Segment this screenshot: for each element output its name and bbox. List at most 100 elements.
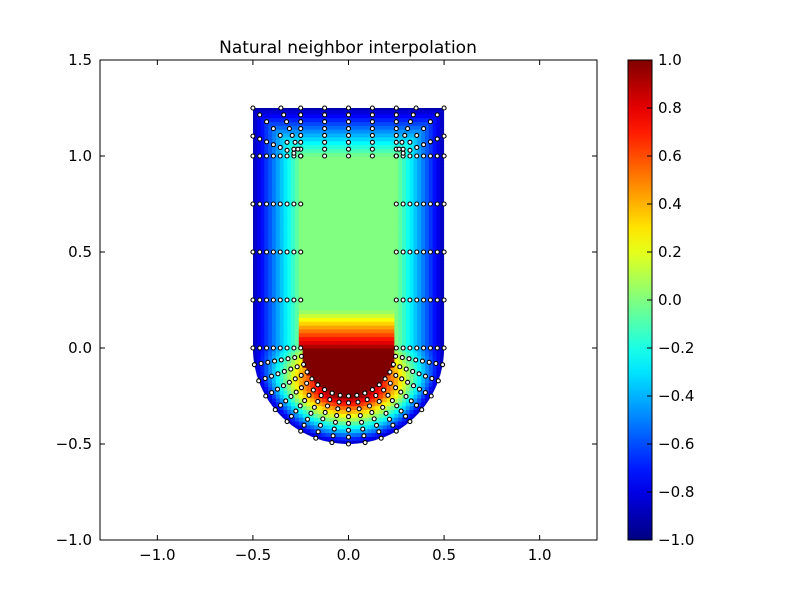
field-cell (390, 205, 395, 211)
field-cell (371, 294, 376, 299)
field-cell (287, 359, 292, 364)
field-cell (352, 182, 357, 188)
field-cell (382, 298, 388, 303)
sample-point (387, 369, 393, 375)
field-cell (256, 332, 262, 338)
field-cell (283, 332, 288, 338)
field-cell (359, 267, 365, 272)
field-cell (367, 244, 373, 249)
field-cell (298, 190, 304, 195)
field-cell (310, 313, 315, 318)
field-cell (333, 117, 338, 123)
field-cell (379, 129, 384, 134)
field-cell (260, 286, 265, 291)
field-cell (394, 305, 399, 311)
field-cell (440, 305, 445, 311)
colorbar-tick-label: −0.8 (658, 483, 694, 501)
field-cell (325, 263, 330, 268)
field-cell (428, 420, 434, 426)
field-cell (367, 267, 373, 272)
field-cell (337, 428, 342, 434)
field-cell (363, 386, 369, 391)
field-cell (310, 324, 315, 330)
field-cell (329, 194, 334, 199)
field-cell (291, 428, 296, 434)
field-cell (306, 255, 311, 261)
field-cell (314, 163, 319, 169)
field-cell (432, 432, 438, 437)
field-cell (325, 359, 330, 364)
field-cell (348, 348, 353, 353)
field-cell (344, 321, 350, 326)
field-cell (424, 209, 430, 215)
field-cell (440, 236, 445, 242)
field-cell (306, 409, 311, 414)
field-cell (337, 209, 342, 215)
field-cell (367, 225, 373, 230)
field-cell (390, 217, 395, 222)
field-cell (359, 109, 365, 115)
field-cell (432, 252, 438, 257)
field-cell (272, 236, 277, 242)
field-cell (367, 156, 373, 161)
field-cell (359, 159, 365, 165)
field-cell (394, 378, 399, 384)
field-cell (283, 240, 288, 245)
field-cell (306, 405, 311, 411)
sample-point (376, 429, 382, 435)
field-cell (329, 294, 334, 299)
field-cell (413, 428, 418, 434)
field-cell (340, 163, 346, 169)
field-cell (359, 344, 365, 349)
field-cell (310, 351, 315, 357)
sample-point (426, 359, 432, 365)
field-cell (329, 290, 334, 295)
field-cell (432, 382, 438, 387)
field-cell (421, 309, 426, 315)
field-cell (356, 198, 361, 203)
field-cell (298, 209, 304, 215)
field-cell (348, 271, 353, 276)
field-cell (268, 179, 273, 184)
field-cell (260, 255, 265, 261)
field-cell (436, 163, 441, 169)
field-cell (417, 290, 422, 295)
field-cell (252, 401, 258, 407)
field-cell (421, 228, 426, 234)
field-cell (352, 252, 357, 257)
field-cell (325, 317, 330, 322)
field-cell (268, 386, 273, 391)
field-cell (256, 367, 262, 372)
field-cell (272, 436, 277, 441)
field-cell (272, 374, 277, 380)
field-cell (417, 298, 422, 303)
field-cell (298, 109, 304, 115)
field-cell (317, 205, 323, 211)
field-cell (356, 428, 361, 434)
field-cell (413, 340, 418, 345)
field-cell (398, 121, 403, 126)
field-cell (275, 186, 281, 192)
field-cell (329, 321, 334, 326)
field-cell (417, 221, 422, 226)
field-cell (359, 324, 365, 330)
field-cell (394, 282, 399, 288)
field-cell (329, 409, 334, 414)
field-cell (436, 309, 441, 315)
field-cell (367, 363, 373, 368)
sample-point (393, 139, 399, 145)
field-cell (275, 328, 281, 334)
field-cell (294, 228, 300, 234)
field-cell (421, 182, 426, 188)
field-cell (279, 236, 285, 242)
field-cell (287, 113, 292, 119)
field-cell (417, 355, 422, 361)
field-cell (428, 313, 434, 318)
field-cell (424, 156, 430, 161)
field-cell (298, 171, 304, 176)
field-cell (367, 190, 373, 195)
field-cell (432, 420, 438, 426)
field-cell (371, 351, 376, 357)
field-cell (352, 301, 357, 307)
field-cell (440, 282, 445, 288)
